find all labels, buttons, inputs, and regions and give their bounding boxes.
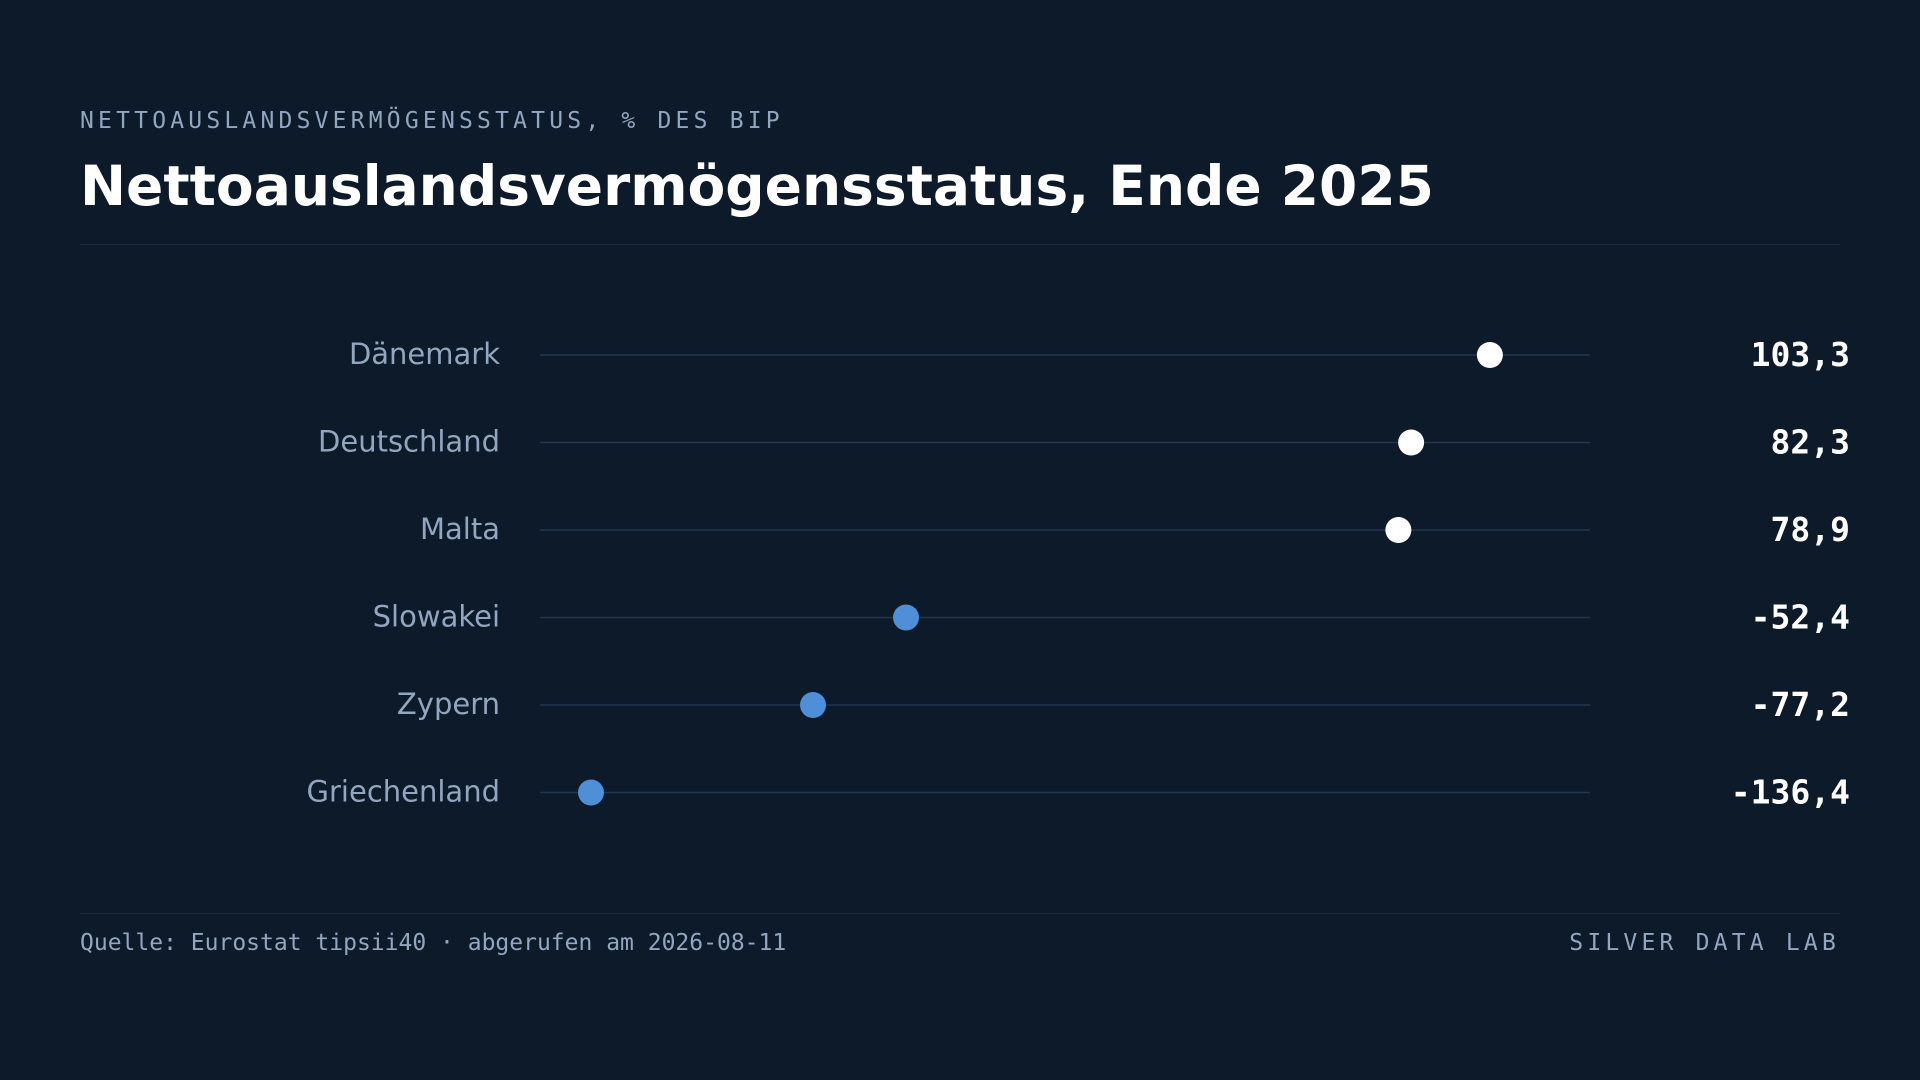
value-label: -77,2 bbox=[1751, 685, 1850, 724]
footer-divider bbox=[80, 913, 1840, 914]
header-divider bbox=[80, 244, 1840, 245]
chart-row: Slowakei -52,4 bbox=[373, 598, 1850, 637]
data-point bbox=[1398, 429, 1425, 456]
category-label: Dänemark bbox=[349, 337, 500, 371]
chart-title: Nettoauslandsvermögensstatus, Ende 2025 bbox=[80, 154, 1434, 218]
chart-row: Malta 78,9 bbox=[420, 510, 1850, 549]
chart-row: Dänemark 103,3 bbox=[349, 335, 1850, 374]
value-label: -136,4 bbox=[1731, 773, 1850, 812]
category-label: Malta bbox=[420, 512, 500, 546]
value-label: 82,3 bbox=[1771, 423, 1850, 462]
brand-label: SILVER DATA LAB bbox=[1569, 930, 1840, 956]
chart-row: Zypern -77,2 bbox=[397, 685, 1850, 724]
value-label: 103,3 bbox=[1751, 335, 1850, 374]
value-label: 78,9 bbox=[1771, 510, 1850, 549]
source-note: Quelle: Eurostat tipsii40 · abgerufen am… bbox=[80, 930, 787, 956]
value-label: -52,4 bbox=[1751, 598, 1850, 637]
category-label: Zypern bbox=[397, 687, 500, 721]
data-point bbox=[578, 779, 604, 806]
data-point bbox=[1476, 342, 1503, 368]
chart-row: Deutschland 82,3 bbox=[318, 423, 1850, 462]
chart-eyebrow: NETTOAUSLANDSVERMÖGENSSTATUS, % DES BIP bbox=[80, 108, 784, 134]
category-label: Griechenland bbox=[307, 775, 500, 809]
category-label: Deutschland bbox=[318, 425, 500, 459]
chart-row: Griechenland -136,4 bbox=[307, 773, 1850, 812]
data-point bbox=[800, 692, 826, 718]
data-point bbox=[1385, 517, 1412, 543]
dot-plot: Dänemark 103,3 Deutschland 82,3 Malta 78,9 Slo… bbox=[307, 335, 1850, 812]
category-label: Slowakei bbox=[373, 600, 500, 634]
data-point bbox=[893, 604, 919, 631]
